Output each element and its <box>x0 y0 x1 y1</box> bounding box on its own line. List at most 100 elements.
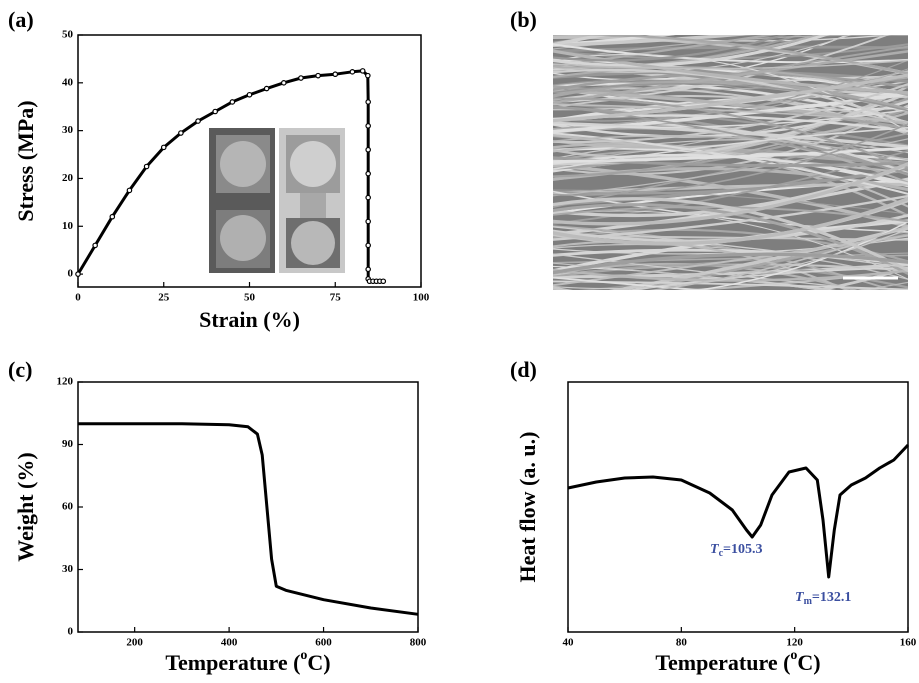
x-tick-label: 120 <box>786 637 803 649</box>
data-point <box>365 194 371 201</box>
data-point <box>365 218 371 225</box>
fiber <box>553 35 675 46</box>
annotation-text: =132.1 <box>812 590 851 605</box>
y-tick-label: 120 <box>57 376 74 388</box>
x-tick-label: 400 <box>221 637 238 649</box>
y-tick-label: 30 <box>62 563 74 575</box>
fiber <box>540 294 919 343</box>
fiber <box>540 298 919 333</box>
panel-label: (d) <box>510 357 537 382</box>
data-point <box>126 187 133 194</box>
fiber <box>553 108 908 129</box>
fiber <box>553 35 830 67</box>
fiber <box>693 220 908 290</box>
data-point <box>109 213 116 220</box>
x-tick-label: 80 <box>676 637 688 649</box>
fiber <box>553 228 908 290</box>
data-point <box>332 71 339 78</box>
fiber <box>540 26 919 28</box>
fiber <box>553 59 908 70</box>
data-point <box>263 85 270 92</box>
fiber <box>553 83 908 112</box>
fiber <box>553 161 908 226</box>
plot-frame <box>77 381 419 633</box>
y-axis-label: Heat flow (a. u.) <box>515 432 540 583</box>
y-tick-label: 60 <box>62 501 74 513</box>
data-point <box>75 271 81 277</box>
data-point <box>246 91 253 98</box>
data-point <box>365 72 371 79</box>
data-point <box>280 80 287 86</box>
y-tick-label: 40 <box>62 76 74 88</box>
x-tick-label: 200 <box>126 637 143 649</box>
fiber <box>553 43 908 64</box>
x-axis-label-sup: o <box>790 648 797 663</box>
fiber <box>553 105 908 175</box>
x-tick-label: 100 <box>413 292 430 304</box>
fiber <box>553 276 712 290</box>
x-axis-label: Temperature (oC) <box>165 648 330 675</box>
data-point <box>315 72 321 79</box>
inset-photos <box>209 128 345 273</box>
fiber <box>553 83 908 144</box>
fiber <box>553 127 908 170</box>
data-point <box>365 99 371 105</box>
y-tick-label: 10 <box>62 220 74 232</box>
fiber <box>553 149 908 225</box>
y-tick-label: 30 <box>62 124 74 136</box>
fiber <box>553 240 850 290</box>
fiber <box>553 225 895 290</box>
fiber <box>540 300 919 348</box>
fiber <box>553 80 908 112</box>
fiber <box>553 97 908 169</box>
y-tick-label: 0 <box>68 268 74 280</box>
fiber <box>553 253 880 290</box>
annotation-sub: m <box>804 596 813 607</box>
fiber <box>540 300 919 320</box>
x-axis-label-text: Temperature ( <box>165 650 300 675</box>
x-axis-label-sup: o <box>300 648 307 663</box>
fiber <box>553 35 637 38</box>
y-axis-label: Stress (MPa) <box>13 100 38 221</box>
data-point <box>178 130 184 136</box>
fiber <box>540 297 919 323</box>
fiber <box>553 144 908 208</box>
data-line <box>567 443 910 579</box>
fiber <box>578 35 908 75</box>
fiber <box>540 0 919 23</box>
fiber <box>553 35 752 47</box>
y-tick-label: 0 <box>68 626 74 638</box>
fiber <box>553 35 803 70</box>
fiber <box>631 233 908 290</box>
annotation-symbol: T <box>795 590 805 605</box>
fiber <box>553 146 908 163</box>
fiber <box>540 301 919 369</box>
data-line <box>78 422 419 616</box>
data-point <box>92 242 98 249</box>
fiber <box>553 197 908 273</box>
fiber <box>553 122 908 196</box>
data-point <box>298 75 304 81</box>
fiber <box>553 190 908 233</box>
data-point <box>380 278 387 285</box>
data-point <box>365 242 371 249</box>
x-tick-label: 25 <box>158 292 170 304</box>
plot-frame <box>567 381 909 633</box>
annotation: Tm=132.1 <box>795 590 851 607</box>
x-tick-label: 40 <box>563 637 575 649</box>
y-tick-label: 50 <box>62 29 74 41</box>
fiber <box>553 95 908 127</box>
x-axis-label-text: Temperature ( <box>655 650 790 675</box>
annotation: Tc=105.3 <box>710 542 763 559</box>
x-tick-label: 0 <box>75 292 81 304</box>
fiber <box>648 224 908 290</box>
fiber <box>553 252 908 275</box>
fiber <box>553 84 908 159</box>
annotation-sub: c <box>719 548 724 559</box>
data-point <box>212 108 219 115</box>
fiber <box>553 99 908 138</box>
fiber <box>553 49 908 95</box>
fiber <box>540 0 919 21</box>
x-tick-label: 160 <box>900 637 917 649</box>
